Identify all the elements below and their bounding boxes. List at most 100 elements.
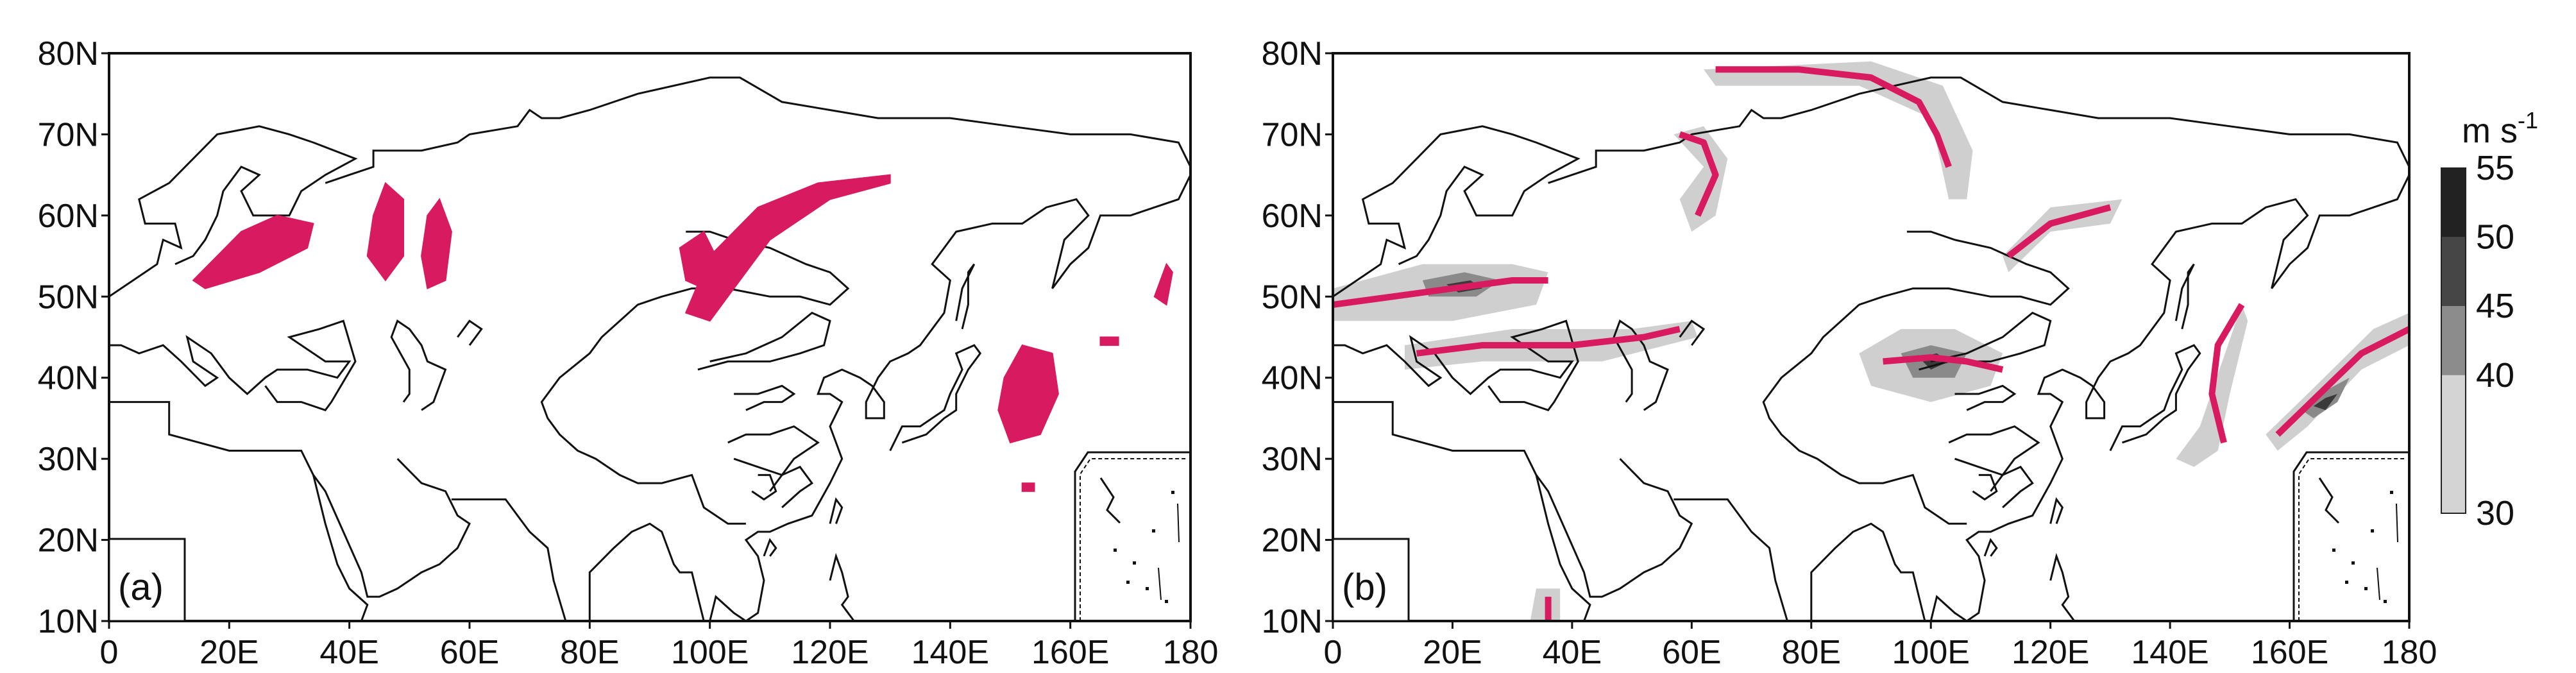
colorbar-bands — [2441, 167, 2466, 514]
patch-45e — [366, 182, 404, 282]
panel-a-label: (a) — [118, 567, 164, 608]
y-tick-label: 80N — [38, 35, 99, 72]
coastline — [109, 125, 358, 298]
panel-b-features — [1333, 66, 2409, 621]
x-tick-label: 0 — [1324, 634, 1343, 671]
coastline — [1810, 522, 1926, 621]
colorbar-band — [2441, 306, 2466, 375]
coastline — [829, 497, 843, 524]
panel-a-south-china-sea-inset — [1074, 451, 1191, 621]
inset-island — [2332, 549, 2335, 552]
coastline — [1929, 174, 2409, 621]
colorbar-tick-label: 45 — [2476, 287, 2514, 325]
coastline — [1333, 125, 1580, 298]
small-patch-167e — [1099, 336, 1119, 346]
y-tick-label: 50N — [38, 278, 99, 316]
jet-axis-siberia-east — [2006, 204, 2112, 259]
x-tick-label: 120E — [791, 634, 869, 671]
y-tick-label: 70N — [1262, 116, 1323, 153]
x-tick-label: 40E — [319, 634, 379, 671]
coastline — [1990, 465, 2034, 509]
panel-a-x-axis: 0 20E 40E 60E 80E 100E 120E 140E 160E 180 — [100, 621, 1219, 671]
inset-island — [1114, 549, 1117, 552]
inset-island — [1171, 491, 1174, 494]
coastline — [1333, 319, 1579, 412]
coastline — [1535, 458, 1693, 598]
coastline — [390, 319, 447, 411]
colorbar-frame — [2441, 167, 2466, 514]
colorbar-band — [2441, 237, 2466, 307]
colorbar-tick-label: 55 — [2476, 149, 2514, 187]
x-tick-label: 40E — [1543, 634, 1602, 671]
jet-axis-mediterranean — [1416, 326, 1681, 357]
inset-island — [2345, 581, 2348, 584]
y-tick-label: 20N — [1262, 522, 1323, 559]
coastline — [1954, 384, 2017, 411]
siberia-patch — [684, 174, 891, 322]
x-tick-label: 140E — [2131, 634, 2208, 671]
inset-coast — [1099, 477, 1121, 524]
coastline — [955, 263, 976, 330]
y-tick-label: 60N — [1262, 198, 1323, 235]
y-tick-label: 20N — [38, 522, 99, 559]
panel-a-label-box — [108, 538, 186, 622]
x-tick-label: 20E — [199, 634, 259, 671]
inset-coast — [2377, 503, 2398, 601]
coastline — [1613, 319, 1669, 411]
inset-island — [2351, 561, 2355, 565]
colorbar-band — [2441, 375, 2466, 513]
coastline — [829, 552, 855, 621]
x-tick-label: 80E — [560, 634, 620, 671]
x-tick-label: 180 — [1163, 634, 1219, 671]
coastline — [1762, 230, 2070, 525]
coastline — [325, 76, 1191, 184]
colorbar-title: m s-1 — [2462, 107, 2538, 150]
north-pacific-patch — [997, 344, 1059, 444]
shade-ural — [1674, 126, 1728, 232]
inset-island — [1146, 587, 1149, 590]
lake-baikal-west-patch — [679, 230, 717, 289]
scandinavia-baltic-patch — [192, 214, 314, 289]
y-tick-label: 10N — [38, 603, 99, 640]
coastline — [451, 498, 567, 621]
jet-axis-arctic — [1715, 66, 1952, 168]
jet-axis-north-pacific — [2275, 326, 2409, 437]
inset-coast — [1158, 503, 1180, 601]
coastline — [109, 319, 357, 412]
panel-a-frame — [108, 52, 1192, 622]
coastline — [457, 319, 483, 346]
x-tick-label: 100E — [1892, 634, 1969, 671]
panel-b-south-china-sea-inset — [2292, 451, 2409, 621]
jet-axis-japan — [2208, 303, 2245, 444]
inset-border — [2298, 458, 2407, 621]
colorbar-tick-label: 50 — [2476, 218, 2514, 257]
jet-axis-europe-north — [1333, 277, 1548, 308]
coastline — [763, 538, 777, 557]
jet-axis-ural — [1679, 131, 1719, 217]
coastline — [889, 344, 982, 452]
inset-island — [2371, 529, 2374, 532]
colorbar-labels: 30 40 45 50 55 — [2476, 149, 2514, 532]
panel-b-map: 0 20E 40E 60E 80E 100E 120E 140E 160E 180 10N 20N 3… — [1262, 35, 2437, 671]
inset-island — [1126, 581, 1130, 584]
x-tick-label: 160E — [2251, 634, 2328, 671]
colorbar-tick-label: 30 — [2476, 494, 2514, 532]
coastline — [769, 465, 814, 509]
x-tick-label: 100E — [671, 634, 749, 671]
coastline — [1948, 425, 2040, 477]
coastline — [751, 473, 777, 501]
coastline — [1548, 76, 2409, 184]
coastline — [1972, 473, 1998, 501]
y-tick-label: 30N — [38, 441, 99, 478]
x-tick-label: 60E — [1662, 634, 1722, 671]
coastline — [2109, 344, 2201, 452]
panel-b-frame — [1332, 52, 2411, 622]
coastline — [588, 522, 705, 621]
shade-japan — [2176, 304, 2248, 467]
panel-a-coastlines — [109, 76, 1191, 621]
inset-island — [1133, 561, 1136, 565]
inset-frame — [1074, 451, 1191, 621]
y-tick-label: 40N — [1262, 360, 1323, 397]
inset-frame — [2292, 451, 2409, 621]
